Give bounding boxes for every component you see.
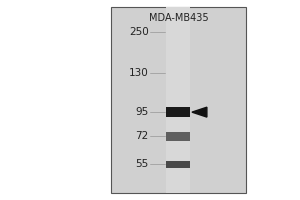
FancyBboxPatch shape: [111, 7, 246, 193]
FancyBboxPatch shape: [166, 132, 190, 141]
Text: 72: 72: [136, 131, 149, 141]
FancyBboxPatch shape: [166, 7, 190, 193]
Text: 95: 95: [136, 107, 149, 117]
FancyBboxPatch shape: [166, 107, 190, 117]
Text: 250: 250: [129, 27, 149, 37]
Text: 130: 130: [129, 68, 149, 78]
Polygon shape: [192, 107, 207, 117]
Text: MDA-MB435: MDA-MB435: [148, 13, 208, 23]
FancyBboxPatch shape: [166, 161, 190, 168]
Text: 55: 55: [136, 159, 149, 169]
